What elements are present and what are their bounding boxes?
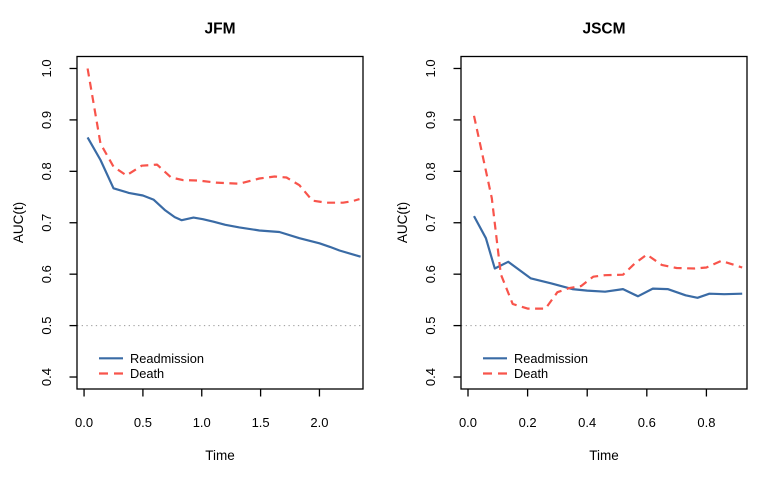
y-tick-label: 0.8: [423, 162, 438, 180]
plot-box: [460, 55, 748, 390]
y-tick-label: 0.8: [39, 162, 54, 180]
x-tick-label: 0.5: [134, 415, 152, 430]
y-axis-label: AUC(t): [395, 202, 410, 243]
legend-label-readmission: Readmission: [130, 351, 204, 366]
death-line: [86, 68, 360, 204]
y-tick-label: 0.4: [423, 368, 438, 386]
y-tick-label: 0.4: [39, 368, 54, 386]
y-axis-label: AUC(t): [11, 202, 26, 243]
y-tick-label: 1.0: [39, 59, 54, 77]
y-tick-label: 0.7: [423, 214, 438, 232]
y-tick-label: 0.6: [423, 265, 438, 283]
y-tick-label: 0.6: [39, 265, 54, 283]
x-tick-label: 0.8: [697, 415, 715, 430]
plot-area: 0.0 0.2 0.4 0.6 0.8 0.4 0.5 0.6 0.7 0.8 0.9 1.0 Read…: [423, 55, 748, 430]
readmission-line: [473, 215, 743, 299]
y-tick-label: 0.9: [423, 111, 438, 129]
legend-label-death: Death: [514, 366, 548, 381]
readmission-line: [86, 136, 361, 258]
legend-label-readmission: Readmission: [514, 351, 588, 366]
jfm-chart-svg: JFM Time AUC(t) 0.0 0.5 1.0 1.5 2.0 0.4 0.5 0.6…: [11, 21, 364, 463]
chart-title-jfm: JFM: [205, 21, 236, 38]
y-tick-label: 1.0: [423, 59, 438, 77]
y-tick-label: 0.9: [39, 111, 54, 129]
chart-title-jscm: JSCM: [582, 21, 625, 38]
x-tick-label: 0.0: [459, 415, 477, 430]
jscm-chart-svg: JSCM Time AUC(t) 0.0 0.2 0.4 0.6 0.80.40.50.…: [395, 21, 748, 463]
x-tick-label: 0.4: [578, 415, 596, 430]
death-line: [472, 115, 743, 310]
x-tick-label: 1.0: [193, 415, 211, 430]
plot-area: 0.0 0.5 1.0 1.5 2.0 0.4 0.5 0.6 0.7 0.8 0.9 1.0 Read…: [39, 55, 364, 430]
y-tick-label: 0.5: [423, 317, 438, 335]
chart-panel-jfm: JFM Time AUC(t) 0.0 0.5 1.0 1.5 2.0 0.4 0.5 0.6…: [11, 21, 364, 463]
x-tick-label: 0.0: [75, 415, 93, 430]
y-tick-label: 0.7: [39, 214, 54, 232]
legend-label-death: Death: [130, 366, 164, 381]
x-axis-label: Time: [589, 448, 619, 463]
y-tick-label: 0.5: [39, 317, 54, 335]
chart-panel-jscm: JSCM Time AUC(t) 0.0 0.2 0.4 0.6 0.8 0.4 0.5 0.…: [384, 0, 768, 480]
x-axis-label: Time: [205, 448, 235, 463]
x-tick-label: 0.6: [638, 415, 656, 430]
x-tick-label: 0.2: [519, 415, 537, 430]
x-tick-label: 2.0: [310, 415, 328, 430]
x-tick-label: 1.5: [252, 415, 270, 430]
